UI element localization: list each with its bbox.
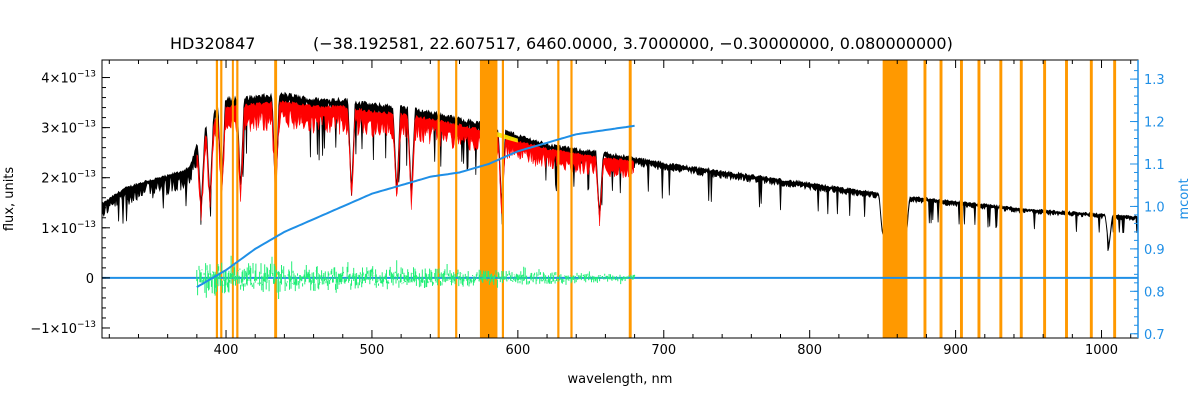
residual-series — [196, 255, 636, 299]
masked-region-5 — [274, 60, 278, 338]
masked-region-14 — [923, 60, 927, 338]
y-axis-label: flux, units — [2, 167, 17, 232]
y-tick-label: 2×10−13 — [41, 170, 96, 187]
right-tick-label: 1.3 — [1144, 73, 1165, 88]
masked-region-19 — [1019, 60, 1023, 338]
masked-region-13 — [882, 60, 908, 338]
y-tick-label: 1×10−13 — [41, 220, 96, 237]
masked-region-12 — [628, 60, 632, 338]
x-axis-label: wavelength, nm — [568, 372, 673, 387]
masked-region-6 — [437, 60, 440, 338]
residual-points — [196, 255, 636, 299]
plot-area — [102, 60, 1138, 338]
y-axis: 4×10−13 3×10−13 2×10−13 1×10−13 0 −1×10−13 — [30, 70, 110, 337]
masked-region-4 — [236, 60, 239, 338]
x-tick-label: 500 — [360, 343, 385, 358]
y-tick-label: −1×10−13 — [30, 320, 96, 337]
masked-region-2 — [220, 60, 223, 338]
masked-region-15 — [939, 60, 943, 338]
masked-region-18 — [999, 60, 1003, 338]
masked-region-21 — [1065, 60, 1068, 338]
masked-region-8 — [479, 60, 498, 338]
masked-region-20 — [1043, 60, 1047, 338]
right-tick-label: 1.1 — [1144, 158, 1165, 173]
x-tick-label: 1000 — [1085, 343, 1118, 358]
masked-region-7 — [455, 60, 458, 338]
masked-region-17 — [977, 60, 981, 338]
chart-title-group: HD320847 (−38.192581, 22.607517, 6460.00… — [170, 34, 953, 53]
right-tick-label: 0.8 — [1144, 285, 1165, 300]
mcont-curve — [196, 124, 635, 288]
x-tick-label: 700 — [651, 343, 676, 358]
y-tick-label: 0 — [86, 272, 94, 287]
right-tick-label: 1.0 — [1144, 200, 1165, 215]
y-tick-label: 3×10−13 — [41, 120, 96, 137]
right-axis-label: mcont — [1177, 178, 1192, 219]
masked-region-22 — [1089, 60, 1093, 338]
x-tick-label: 900 — [943, 343, 968, 358]
masked-region-9 — [501, 60, 504, 338]
model-spectrum — [196, 100, 634, 227]
masked-region-1 — [215, 60, 219, 338]
chart-title-object: HD320847 — [170, 34, 255, 53]
masked-region-16 — [959, 60, 963, 338]
chart-title-params: (−38.192581, 22.607517, 6460.0000, 3.700… — [313, 34, 953, 53]
masked-region-23 — [1113, 60, 1117, 338]
x-tick-label: 800 — [797, 343, 822, 358]
y-tick-label: 4×10−13 — [41, 70, 96, 87]
masked-region-11 — [570, 60, 573, 338]
right-tick-label: 0.7 — [1144, 328, 1165, 343]
x-tick-label: 600 — [505, 343, 530, 358]
right-tick-label: 1.2 — [1144, 116, 1165, 131]
right-tick-label: 0.9 — [1144, 243, 1165, 258]
x-tick-label: 400 — [214, 343, 239, 358]
masked-region-10 — [557, 60, 560, 338]
masked-region-3 — [231, 60, 234, 338]
x-axis: 400 500 600 700 800 900 1000 — [108, 60, 1132, 358]
right-axis: 0.7 0.8 0.9 1.0 1.1 1.2 1.3 — [1130, 60, 1165, 343]
